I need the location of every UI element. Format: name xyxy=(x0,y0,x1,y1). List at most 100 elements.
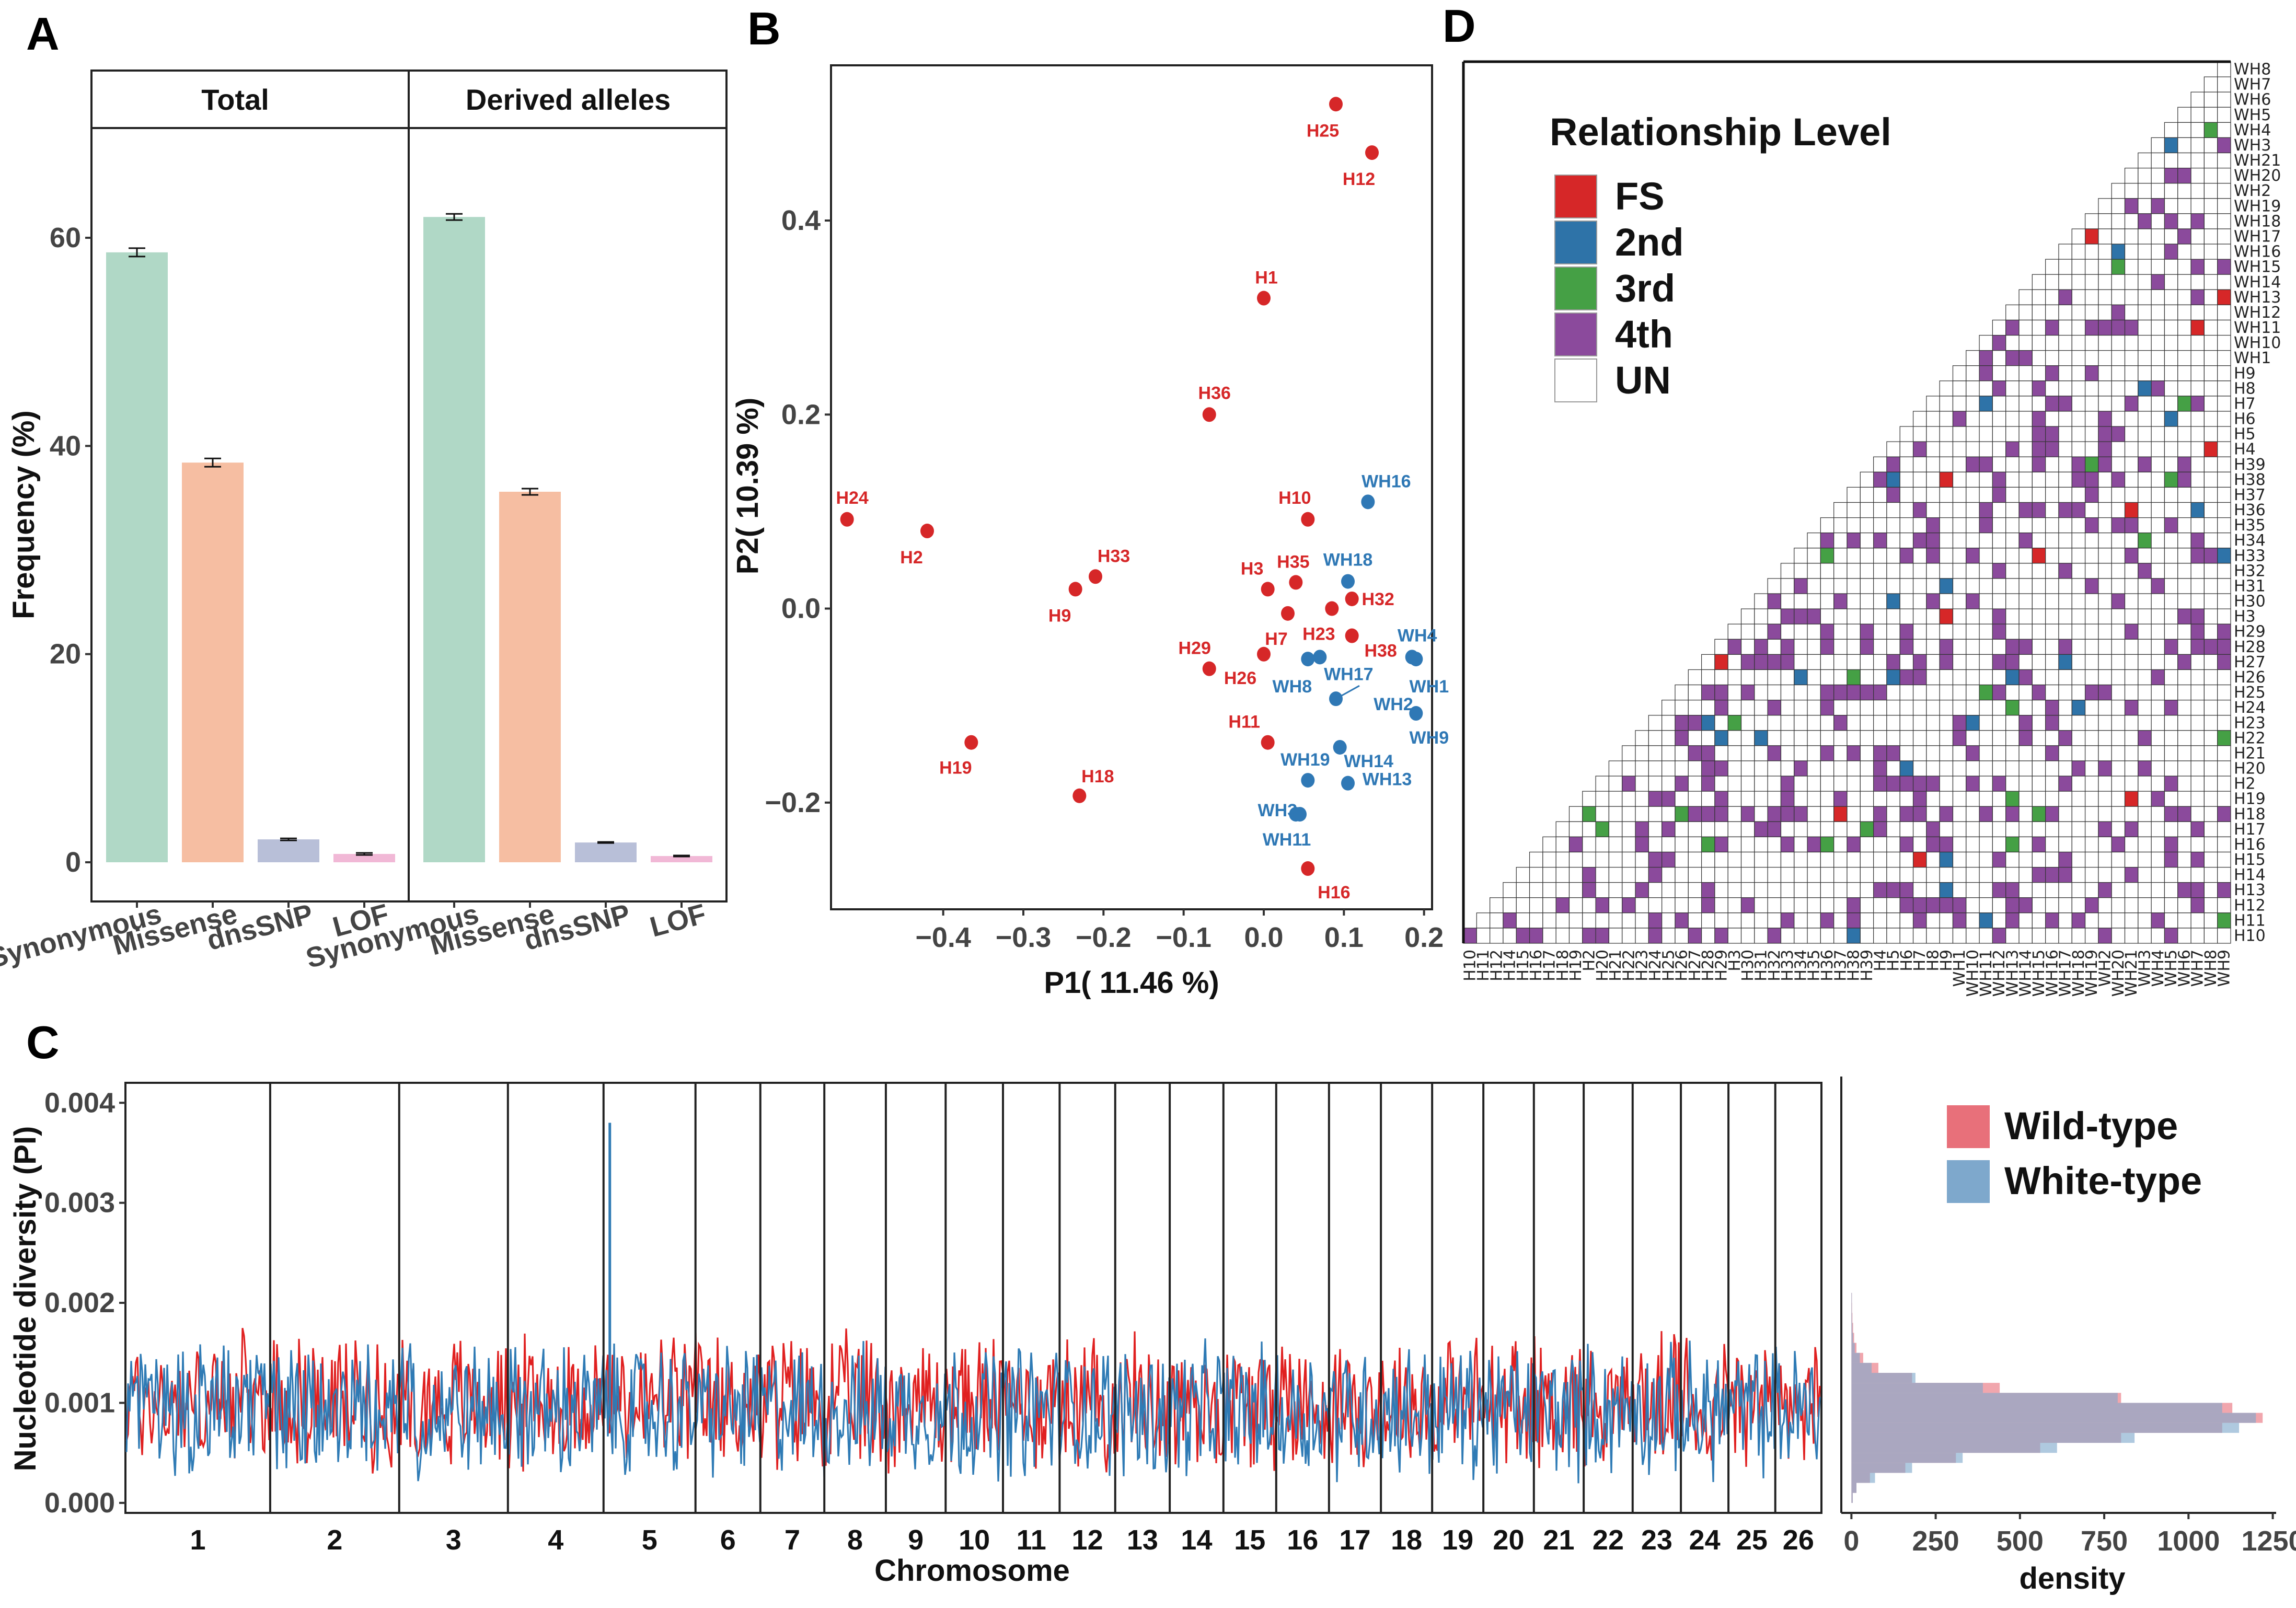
heatmap-cell xyxy=(1740,836,1755,853)
heatmap-cell xyxy=(1847,548,1861,564)
point-h2 xyxy=(920,524,934,539)
heatmap-cell xyxy=(1860,593,1874,609)
heatmap-cell xyxy=(1635,928,1649,944)
heatmap-cell xyxy=(1555,928,1570,944)
heatmap-cell xyxy=(2190,882,2205,898)
heatmap-cell xyxy=(2203,274,2218,290)
heatmap-cell xyxy=(2151,745,2165,761)
heatmap-cell xyxy=(2032,851,2046,868)
heatmap-cell xyxy=(1926,654,1940,670)
heatmap-cell xyxy=(2203,304,2218,321)
heatmap-cell xyxy=(1966,411,1980,427)
heatmap-cell xyxy=(1833,928,1848,944)
heatmap-cell xyxy=(2058,441,2072,457)
heatmap-cell xyxy=(2203,517,2218,534)
heatmap-cell xyxy=(1595,882,1610,898)
heatmap-cell xyxy=(2124,791,2139,807)
heatmap-col-label: WH1 xyxy=(1951,950,1969,987)
heatmap-cell xyxy=(1608,897,1623,913)
heatmap-cell xyxy=(2071,776,2086,792)
heatmap-cell xyxy=(1873,578,1887,594)
heatmap-cell xyxy=(2203,319,2218,336)
heatmap-cell xyxy=(1979,882,1993,898)
density-bar-white-type xyxy=(1851,1393,2118,1403)
heatmap-cell xyxy=(1979,700,1993,716)
heatmap-cell xyxy=(2151,669,2165,686)
heatmap-cell xyxy=(1714,836,1728,853)
heatmap-cell xyxy=(1794,548,1808,564)
heatmap-cell xyxy=(1847,866,1861,883)
heatmap-cell xyxy=(2203,745,2218,761)
heatmap-cell xyxy=(2124,593,2139,609)
heatmap-cell xyxy=(1807,745,1821,761)
heatmap-cell xyxy=(1979,851,1993,868)
heatmap-cell xyxy=(1926,623,1940,640)
heatmap-cell xyxy=(2203,700,2218,716)
heatmap-cell xyxy=(1952,639,1967,655)
heatmap-cell xyxy=(1780,882,1795,898)
heatmap-cell xyxy=(1847,806,1861,822)
heatmap-cell xyxy=(1899,608,1914,624)
heatmap-cell xyxy=(1516,912,1530,929)
heatmap-cell xyxy=(2164,456,2178,472)
heatmap-cell xyxy=(2018,517,2033,534)
heatmap-cell xyxy=(1833,700,1848,716)
heatmap-cell xyxy=(2018,456,2033,472)
heatmap-cell xyxy=(1992,426,2006,442)
heatmap-cell xyxy=(1833,760,1848,777)
heatmap-cell xyxy=(1912,426,1927,442)
panel-a-y-axis-title: Frequency (%) xyxy=(7,410,41,619)
heatmap-cell xyxy=(2098,502,2112,518)
heatmap-cell xyxy=(2071,533,2086,549)
heatmap-cell xyxy=(1912,928,1927,944)
heatmap-cell xyxy=(2190,365,2205,381)
heatmap-cell xyxy=(2084,578,2099,594)
heatmap-cell xyxy=(1966,456,1980,472)
heatmap-cell xyxy=(1939,836,1954,853)
heatmap-cell xyxy=(2177,836,2191,853)
heatmap-cell xyxy=(1767,791,1782,807)
chromosome-label-3: 3 xyxy=(446,1524,461,1556)
heatmap-cell xyxy=(2124,487,2139,503)
heatmap-cell xyxy=(1979,623,1993,640)
heatmap-cell xyxy=(1926,396,1940,412)
heatmap-cell xyxy=(1622,791,1636,807)
heatmap-cell xyxy=(2045,411,2059,427)
a-y-tick-label: 0 xyxy=(65,847,81,878)
heatmap-row-label: H33 xyxy=(2234,547,2266,565)
heatmap-cell xyxy=(1912,669,1927,686)
heatmap-cell xyxy=(2151,213,2165,229)
heatmap-cell xyxy=(1979,928,1993,944)
heatmap-cell xyxy=(1648,882,1663,898)
heatmap-cell xyxy=(2164,928,2178,944)
heatmap-cell xyxy=(1740,669,1755,686)
heatmap-cell xyxy=(1926,897,1940,913)
heatmap-cell xyxy=(1860,928,1874,944)
heatmap-cell xyxy=(2190,684,2205,701)
heatmap-cell xyxy=(1662,791,1676,807)
heatmap-cell xyxy=(2018,730,2033,746)
point-label-wh13: WH13 xyxy=(1363,770,1412,790)
chromosome-label-18: 18 xyxy=(1391,1524,1422,1556)
heatmap-cell xyxy=(2111,304,2126,321)
heatmap-cell xyxy=(2071,760,2086,777)
heatmap-cell xyxy=(1701,897,1715,913)
heatmap-cell xyxy=(1926,471,1940,488)
heatmap-cell xyxy=(2058,517,2072,534)
heatmap-cell xyxy=(1767,730,1782,746)
heatmap-cell xyxy=(1860,730,1874,746)
heatmap-cell xyxy=(2084,928,2099,944)
heatmap-cell xyxy=(1807,654,1821,670)
heatmap-cell xyxy=(1847,563,1861,579)
heatmap-cell xyxy=(1939,776,1954,792)
heatmap-cell xyxy=(2058,426,2072,442)
heatmap-cell xyxy=(1820,836,1835,853)
chromosome-label-26: 26 xyxy=(1783,1524,1814,1556)
heatmap-cell xyxy=(1807,593,1821,609)
heatmap-cell xyxy=(1979,654,1993,670)
b-x-tick-label: 0.1 xyxy=(1324,922,1364,953)
point-h10 xyxy=(1301,512,1315,527)
heatmap-cell xyxy=(1714,745,1728,761)
heatmap-cell xyxy=(2164,608,2178,624)
heatmap-cell xyxy=(1807,684,1821,701)
